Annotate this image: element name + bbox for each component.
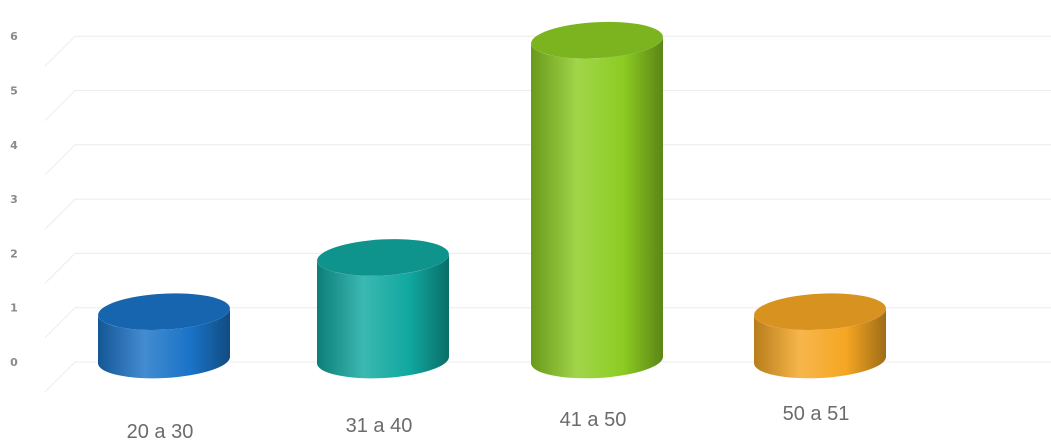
x-category-label: 50 a 51 bbox=[783, 403, 850, 425]
bar-body bbox=[317, 253, 450, 379]
y-axis-ticks: 0 1 2 3 4 5 6 bbox=[10, 30, 18, 369]
y-tick-label: 0 bbox=[10, 356, 18, 369]
bar-top bbox=[317, 239, 449, 276]
x-axis-categories: 20 a 30 31 a 40 41 a 50 50 a 51 bbox=[127, 403, 850, 442]
bars bbox=[98, 21, 887, 379]
x-category-label: 20 a 30 bbox=[127, 421, 194, 442]
gridline bbox=[44, 307, 1051, 339]
bar-1 bbox=[98, 293, 231, 379]
y-tick-label: 3 bbox=[10, 193, 18, 206]
y-tick-label: 4 bbox=[10, 139, 18, 152]
gridline bbox=[44, 198, 1051, 230]
gridline bbox=[44, 35, 1051, 67]
x-category-label: 41 a 50 bbox=[560, 409, 627, 431]
bar-top bbox=[754, 293, 886, 331]
bar-top bbox=[98, 293, 230, 331]
bar-4 bbox=[754, 293, 887, 379]
y-tick-label: 2 bbox=[10, 247, 18, 260]
bar-3 bbox=[531, 21, 664, 379]
y-tick-label: 5 bbox=[10, 85, 18, 98]
gridlines bbox=[44, 35, 1051, 393]
gridline bbox=[44, 144, 1051, 176]
y-tick-label: 6 bbox=[10, 30, 18, 43]
gridline bbox=[44, 361, 1051, 393]
bar-body bbox=[754, 308, 887, 379]
gridline bbox=[44, 90, 1051, 121]
bar-body bbox=[531, 36, 664, 379]
bar-body bbox=[98, 308, 231, 379]
bar-top bbox=[531, 21, 663, 59]
x-category-label: 31 a 40 bbox=[346, 415, 413, 437]
gridline bbox=[44, 252, 1051, 284]
bar-2 bbox=[317, 239, 450, 379]
y-tick-label: 1 bbox=[10, 302, 18, 315]
